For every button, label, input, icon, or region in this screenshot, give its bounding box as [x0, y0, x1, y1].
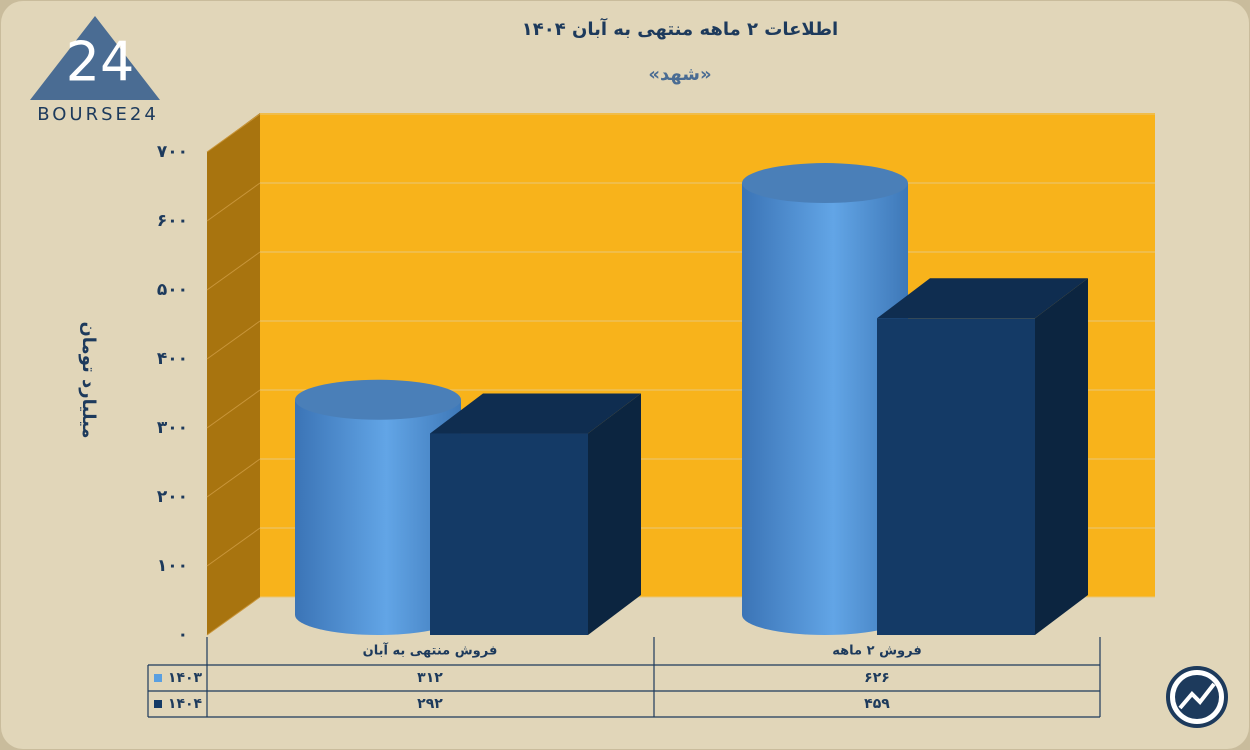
y-tick-label: ۴۰۰: [157, 349, 188, 369]
grid-line: [206, 113, 261, 153]
y-tick-label: ۶۰۰: [157, 211, 188, 231]
side-wall: [207, 113, 260, 635]
legend-swatch: [154, 700, 162, 708]
data-label: ۶۲۶: [864, 670, 890, 686]
bar: [430, 433, 588, 635]
bar: [742, 183, 908, 635]
bar: [295, 399, 461, 635]
y-tick-label: ۳۰۰: [157, 418, 188, 438]
x-tick-label: فروش ۲ ماهه: [832, 644, 921, 659]
y-tick-label: ۲۰۰: [157, 487, 188, 507]
logo-shape: [30, 16, 160, 100]
legend-label: ۱۴۰۳: [168, 670, 203, 686]
y-tick-label: ۱۰۰: [157, 556, 188, 576]
bar-top: [295, 379, 461, 420]
logo-text: BOURSE24: [37, 104, 159, 125]
grid-line: [206, 458, 261, 498]
grid-line: [206, 527, 261, 567]
legend-label: ۱۴۰۴: [168, 696, 203, 712]
bar-side: [588, 393, 641, 635]
chart-title: اطلاعات ۲ ماهه منتهی به آبان ۱۴۰۴: [522, 17, 838, 40]
grid-line: [206, 251, 261, 291]
data-label: ۲۹۲: [417, 696, 443, 712]
y-tick-label: ۷۰۰: [157, 142, 188, 162]
x-tick-label: فروش منتهی به آبان: [363, 642, 498, 659]
data-label: ۳۱۲: [417, 670, 443, 686]
logo-mark: 24: [66, 31, 135, 94]
bar-top: [430, 393, 641, 434]
legend-swatch: [154, 674, 162, 682]
bar-top: [742, 163, 908, 204]
bar: [877, 318, 1035, 635]
grid-line: [206, 596, 261, 636]
bar-top: [877, 278, 1088, 319]
y-tick-label: ۵۰۰: [157, 280, 188, 300]
data-label: ۴۵۹: [864, 696, 890, 712]
bar-side: [1035, 278, 1088, 635]
brand-icon: [1178, 682, 1216, 710]
y-tick-label: ۰: [178, 625, 188, 645]
chart-subtitle: «شهد»: [648, 64, 711, 85]
grid-line: [206, 182, 261, 222]
grid-line: [206, 389, 261, 429]
y-axis-label: میلیارد تومان: [78, 321, 99, 438]
grid-line: [206, 320, 261, 360]
